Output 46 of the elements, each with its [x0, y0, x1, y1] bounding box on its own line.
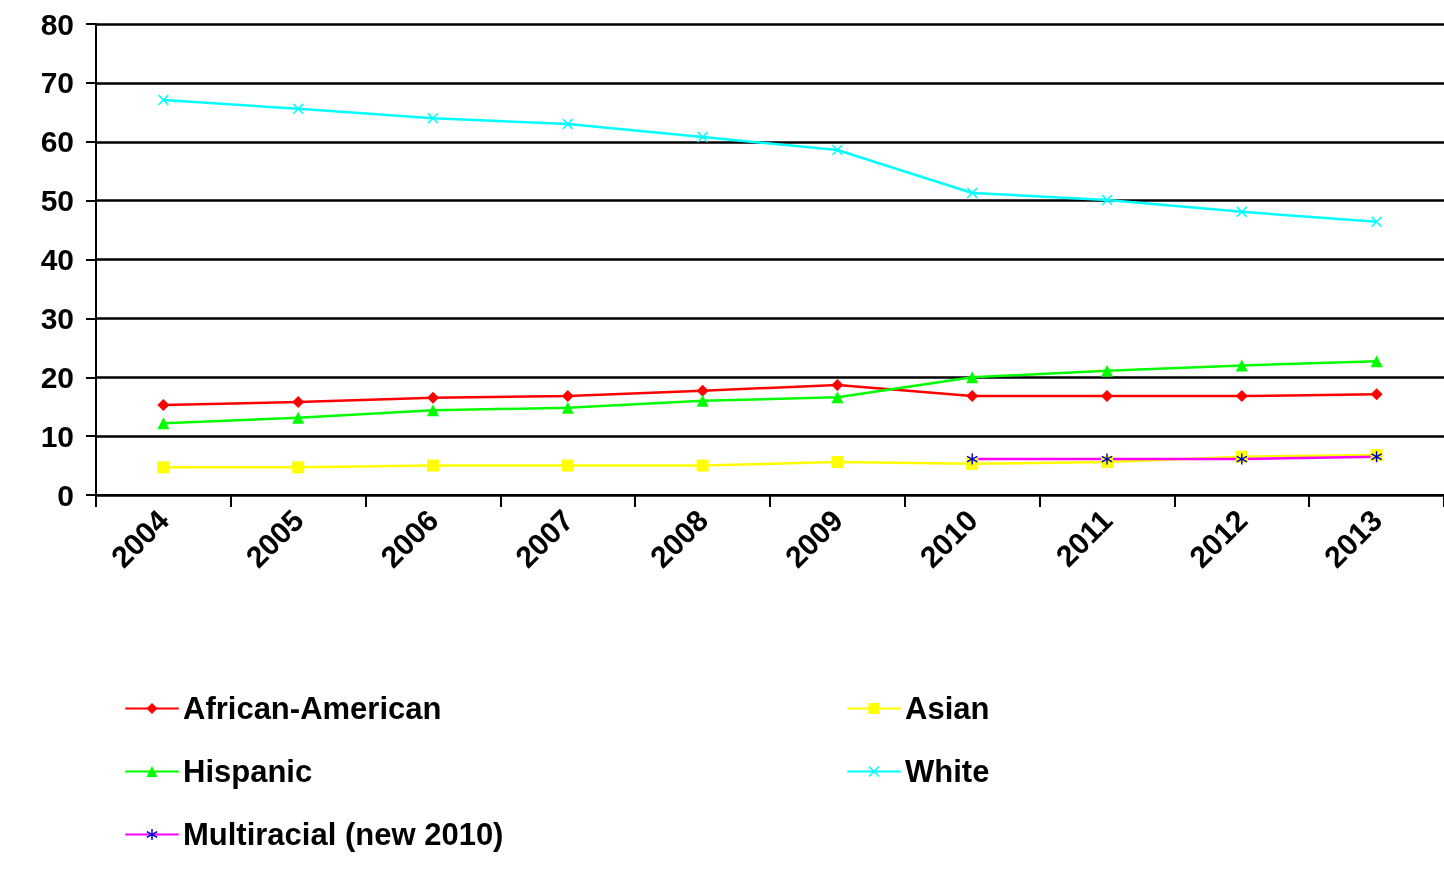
point [561, 459, 574, 472]
point [157, 417, 170, 430]
point [1101, 390, 1113, 403]
point [427, 112, 439, 124]
point [427, 459, 439, 472]
y-tick-label: 40 [40, 243, 74, 276]
legend-label: White [905, 754, 990, 789]
y-tick-label: 80 [40, 7, 74, 41]
y-tick-label: 30 [40, 301, 74, 335]
point [697, 131, 709, 143]
point [562, 118, 574, 130]
point [1101, 194, 1113, 206]
point [1236, 206, 1248, 218]
point [292, 411, 305, 424]
legend-label: Asian [905, 691, 990, 726]
y-tick-label: 70 [40, 66, 74, 100]
point [966, 371, 979, 384]
y-tick-label: 20 [40, 360, 74, 394]
point [1235, 359, 1248, 372]
point [1370, 388, 1383, 401]
point [1371, 216, 1383, 228]
point [966, 187, 978, 199]
point [427, 391, 439, 404]
y-tick-label: 0 [57, 478, 74, 512]
point [696, 459, 709, 472]
point [427, 404, 439, 417]
legend-label: Hispanic [183, 754, 313, 789]
point [157, 461, 170, 474]
point [696, 384, 709, 397]
point [696, 394, 709, 407]
y-tick-label: 50 [40, 184, 74, 218]
point [561, 401, 574, 414]
legend-label: Multiracial (new 2010) [183, 817, 504, 852]
point [831, 378, 844, 391]
legend-label: African-American [183, 691, 442, 726]
point [831, 391, 844, 404]
y-tick-label: 60 [40, 125, 74, 159]
point [831, 144, 843, 156]
point [157, 94, 169, 106]
point [831, 456, 844, 469]
point [157, 398, 170, 411]
point [1370, 355, 1383, 368]
point [292, 461, 305, 474]
point [292, 103, 304, 115]
point [1101, 364, 1113, 377]
y-tick-label: 10 [40, 419, 74, 453]
